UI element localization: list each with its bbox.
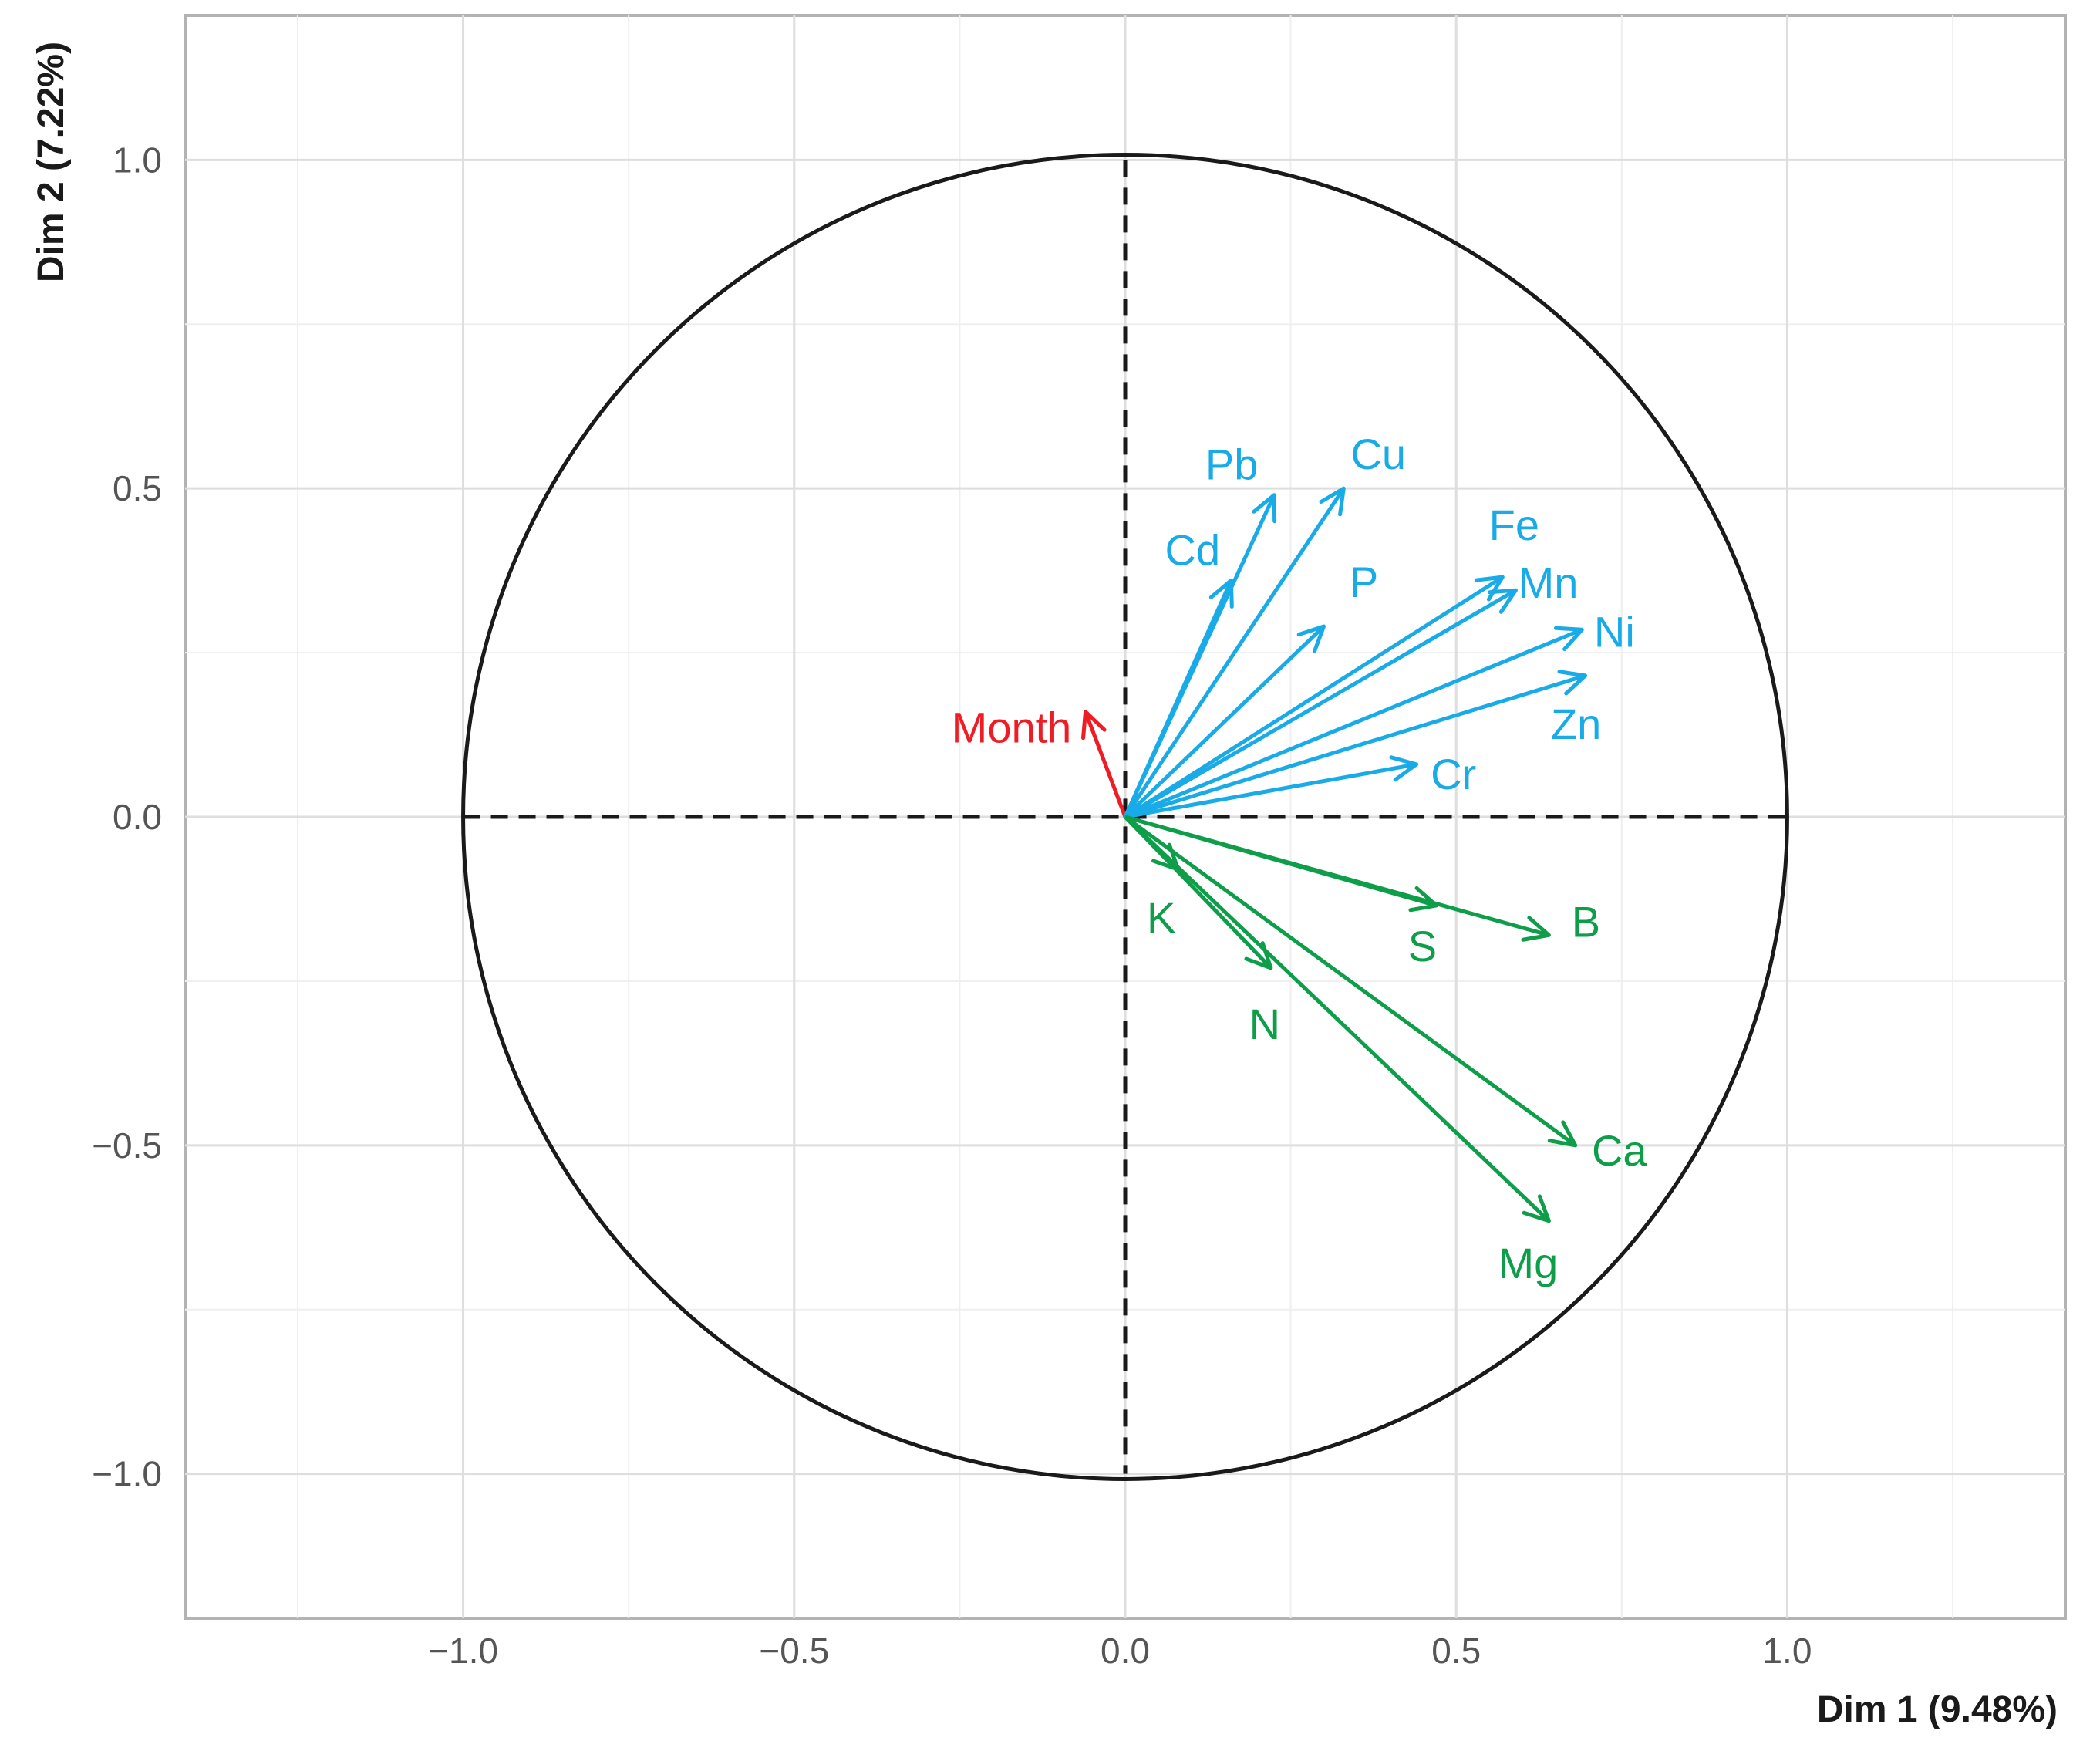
label-mn: Mn xyxy=(1519,558,1579,607)
x-tick-label: 0.5 xyxy=(1431,1631,1481,1671)
y-tick-label: −1.0 xyxy=(92,1454,162,1494)
label-cu: Cu xyxy=(1350,430,1406,478)
label-mg: Mg xyxy=(1498,1239,1559,1287)
arrowhead-cr xyxy=(1389,755,1419,782)
y-tick-label: 0.5 xyxy=(113,468,162,508)
vector-cd xyxy=(1123,579,1233,818)
label-cd: Cd xyxy=(1165,525,1221,574)
label-month: Month xyxy=(952,703,1072,752)
y-tick-label: 0.0 xyxy=(113,797,162,837)
vector-b xyxy=(1124,815,1550,937)
arrowhead-mg xyxy=(1522,1194,1551,1223)
label-n: N xyxy=(1249,1000,1280,1048)
vector-zn xyxy=(1124,673,1586,819)
vector-ni xyxy=(1124,627,1583,819)
y-tick-label: −0.5 xyxy=(92,1125,162,1166)
variable-vectors xyxy=(1081,486,1588,1223)
vector-cr xyxy=(1124,762,1417,819)
y-axis-title: Dim 2 (7.22%) xyxy=(31,42,72,282)
arrowhead-cd xyxy=(1208,578,1234,609)
label-k: K xyxy=(1147,893,1175,942)
variable-labels: Month Pb Cu Cd P Fe Mn Ni Zn Cr K S B N Ca Mg xyxy=(952,430,1648,1287)
arrowhead-pb xyxy=(1252,493,1277,524)
vector-fe xyxy=(1124,575,1504,819)
arrowhead-month xyxy=(1081,710,1107,741)
vector-cu xyxy=(1123,487,1346,818)
label-cr: Cr xyxy=(1431,750,1476,798)
label-ni: Ni xyxy=(1594,607,1635,656)
label-ca: Ca xyxy=(1592,1126,1647,1175)
arrowhead-cu xyxy=(1319,486,1346,517)
label-pb: Pb xyxy=(1205,440,1259,489)
arrowhead-ni xyxy=(1553,626,1584,652)
y-axis-ticks: −1.0 −0.5 0.0 0.5 1.0 xyxy=(92,140,162,1493)
vector-month xyxy=(1084,710,1128,818)
x-axis-ticks: −1.0 −0.5 0.0 0.5 1.0 xyxy=(428,1631,1812,1671)
arrowhead-zn xyxy=(1557,670,1588,696)
label-fe: Fe xyxy=(1489,501,1539,549)
arrowhead-mn xyxy=(1488,588,1518,614)
vector-mg xyxy=(1124,815,1551,1223)
label-b: B xyxy=(1572,897,1600,946)
vector-mn xyxy=(1124,589,1517,819)
x-tick-label: 1.0 xyxy=(1762,1631,1812,1671)
x-tick-label: −1.0 xyxy=(428,1631,498,1671)
label-s: S xyxy=(1408,922,1437,970)
x-tick-label: 0.0 xyxy=(1101,1631,1150,1671)
y-tick-label: 1.0 xyxy=(113,140,162,180)
x-tick-label: −0.5 xyxy=(759,1631,829,1671)
vector-ca xyxy=(1124,815,1577,1147)
label-p: P xyxy=(1350,558,1378,606)
arrowhead-b xyxy=(1521,916,1551,942)
vector-p xyxy=(1124,625,1326,818)
arrowhead-p xyxy=(1296,624,1326,653)
label-zn: Zn xyxy=(1551,700,1601,748)
arrowhead-ca xyxy=(1547,1120,1578,1148)
x-axis-title: Dim 1 (9.48%) xyxy=(1817,1689,2058,1730)
